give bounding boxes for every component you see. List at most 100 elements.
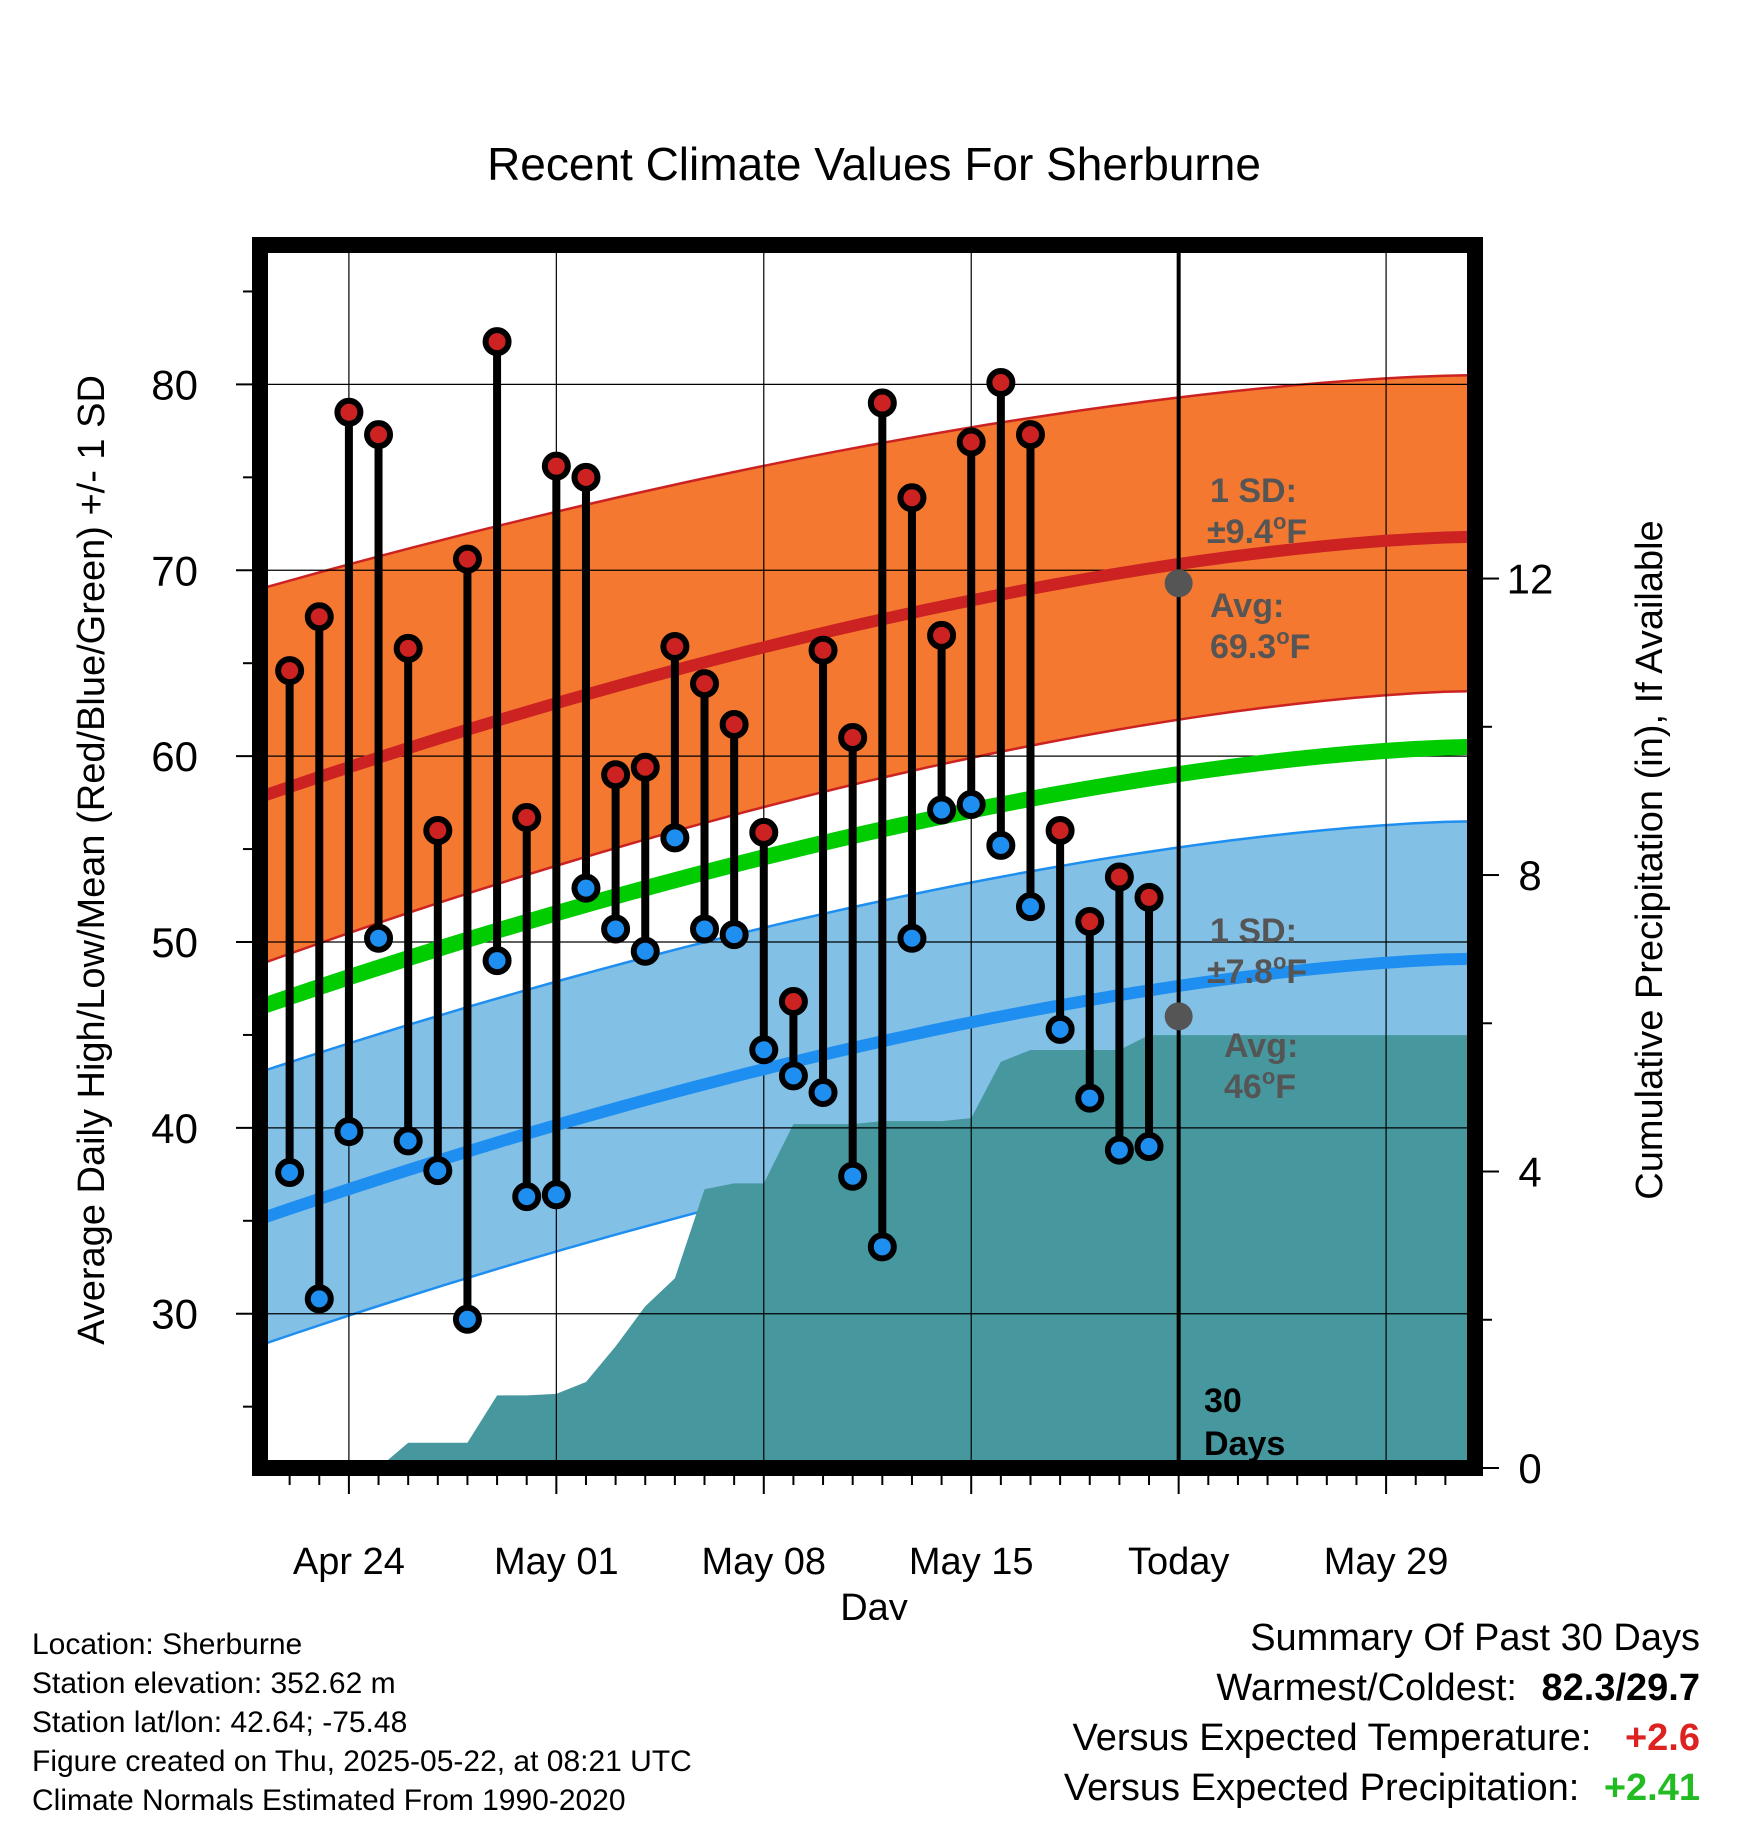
low-avg-marker	[1164, 1002, 1193, 1031]
high-sd-label: 1 SD:	[1210, 472, 1297, 510]
daily-high-point	[364, 420, 394, 450]
elevation-text: Station elevation: 352.62 m	[32, 1667, 396, 1700]
daily-high-point	[1045, 815, 1075, 845]
daily-high-point	[452, 544, 482, 574]
daily-high-point	[304, 602, 334, 632]
y2-tick-label: 8	[1518, 852, 1541, 899]
daily-low-point	[393, 1126, 423, 1156]
summary-temp-row: Versus Expected Temperature: +2.6	[1064, 1713, 1700, 1763]
daily-high-point	[749, 817, 779, 847]
low-sd-label: 1 SD:	[1210, 912, 1297, 950]
plot-content	[260, 245, 1475, 1468]
x-tick-label: May 08	[701, 1541, 826, 1583]
x-tick-label: May 01	[494, 1541, 619, 1583]
y2-tick-label: 12	[1507, 556, 1554, 603]
temp-anomaly-value: +2.6	[1624, 1717, 1700, 1759]
warm-cold-label: Warmest/Coldest:	[1216, 1667, 1517, 1709]
daily-low-point	[482, 946, 512, 976]
chart-title: Recent Climate Values For Sherburne	[487, 138, 1261, 190]
summary-heading: Summary Of Past 30 Days	[1250, 1617, 1700, 1659]
daily-low-point	[541, 1180, 571, 1210]
daily-low-point	[275, 1157, 305, 1187]
daily-high-point	[778, 986, 808, 1016]
daily-low-point	[1015, 892, 1045, 922]
daily-low-point	[304, 1284, 334, 1314]
daily-low-point	[601, 914, 631, 944]
low-avg-value: 46oF	[1224, 1064, 1296, 1106]
daily-low-point	[512, 1182, 542, 1212]
y-tick-label: 60	[151, 733, 198, 780]
daily-high-point	[393, 633, 423, 663]
x-tick-label: Today	[1128, 1541, 1229, 1583]
daily-low-point	[897, 923, 927, 953]
mean-normal-line	[260, 738, 1475, 1015]
today-days-number: 30	[1204, 1382, 1242, 1420]
daily-low-point	[1134, 1131, 1164, 1161]
high-sd-band-lower-edge	[260, 689, 1475, 966]
daily-high-point	[986, 368, 1016, 398]
precip-anomaly-value: +2.41	[1603, 1767, 1700, 1809]
daily-high-point	[927, 620, 957, 650]
daily-high-point	[1134, 882, 1164, 912]
y-tick-label: 40	[151, 1105, 198, 1152]
precip-area	[260, 1035, 1475, 1468]
daily-high-point	[482, 327, 512, 357]
daily-low-point	[1104, 1135, 1134, 1165]
daily-high-point	[897, 483, 927, 513]
x-tick-label: May 15	[909, 1541, 1034, 1583]
high-sd-value: ±9.4oF	[1207, 509, 1307, 551]
summary-precip-row: Versus Expected Precipitation: +2.41	[1064, 1763, 1700, 1813]
daily-low-point	[1075, 1083, 1105, 1113]
daily-low-point	[808, 1078, 838, 1108]
y-axis-label: Average Daily High/Low/Mean (Red/Blue/Gr…	[71, 375, 113, 1345]
daily-high-point	[334, 397, 364, 427]
x-axis-label: Day	[840, 1587, 908, 1620]
daily-high-point	[1104, 862, 1134, 892]
y-tick-label: 50	[151, 919, 198, 966]
daily-low-point	[571, 873, 601, 903]
warm-cold-value: 82.3/29.7	[1541, 1667, 1700, 1709]
normals-period-text: Climate Normals Estimated From 1990-2020	[32, 1784, 626, 1817]
high-avg-label: Avg:	[1210, 587, 1284, 625]
low-sd-value: ±7.8oF	[1207, 949, 1307, 991]
daily-low-point	[452, 1304, 482, 1334]
daily-high-point	[541, 451, 571, 481]
daily-high-point	[630, 752, 660, 782]
y2-axis-label: Cumulative Precipitation (in), If Availa…	[1629, 520, 1671, 1199]
x-tick-label: May 29	[1324, 1541, 1449, 1583]
daily-low-point	[630, 936, 660, 966]
daily-high-point	[275, 656, 305, 686]
low-avg-label: Avg:	[1224, 1027, 1298, 1065]
low-sd-band-upper-edge	[260, 819, 1475, 1074]
temp-anomaly-label: Versus Expected Temperature:	[1072, 1717, 1592, 1759]
daily-low-point	[660, 823, 690, 853]
daily-low-point	[778, 1061, 808, 1091]
high-normal-line	[260, 530, 1475, 803]
daily-high-point	[719, 710, 749, 740]
daily-high-point	[1075, 907, 1105, 937]
created-text: Figure created on Thu, 2025-05-22, at 08…	[32, 1745, 692, 1778]
latlon-text: Station lat/lon: 42.64; -75.48	[32, 1706, 408, 1739]
daily-low-point	[927, 795, 957, 825]
daily-high-point	[808, 635, 838, 665]
plot-frame	[252, 237, 1483, 1476]
daily-low-point	[838, 1161, 868, 1191]
high-avg-value: 69.3oF	[1210, 624, 1310, 666]
high-avg-marker	[1164, 569, 1193, 598]
today-days-label: Days	[1204, 1425, 1285, 1463]
daily-high-point	[601, 760, 631, 790]
precip-anomaly-label: Versus Expected Precipitation:	[1063, 1767, 1580, 1809]
x-tick-label: Apr 24	[293, 1541, 405, 1583]
daily-high-point	[660, 631, 690, 661]
y2-tick-label: 4	[1518, 1149, 1541, 1196]
y-tick-label: 30	[151, 1291, 198, 1338]
daily-low-point	[986, 830, 1016, 860]
summary-warm-cold-row: Warmest/Coldest: 82.3/29.7	[1064, 1663, 1700, 1713]
high-sd-band	[260, 375, 1475, 965]
daily-low-point	[690, 914, 720, 944]
daily-low-point	[1045, 1014, 1075, 1044]
daily-low-point	[423, 1156, 453, 1186]
daily-low-point	[867, 1232, 897, 1262]
climate-chart: Recent Climate Values For Sherburne 1 SD…	[71, 138, 1671, 1620]
